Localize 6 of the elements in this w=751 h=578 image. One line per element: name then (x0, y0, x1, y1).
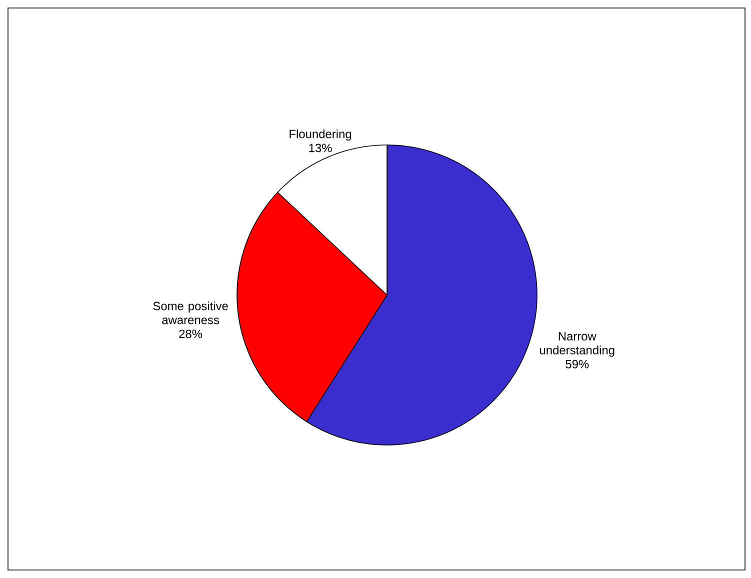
data-label: 59% (566, 360, 589, 368)
data-label: 28% (179, 330, 202, 338)
data-label: 13% (309, 144, 332, 152)
slice-label: Floundering (290, 129, 352, 141)
slice-label: Some positive awareness (153, 301, 228, 324)
slice-label: Narrow understanding (540, 332, 614, 357)
